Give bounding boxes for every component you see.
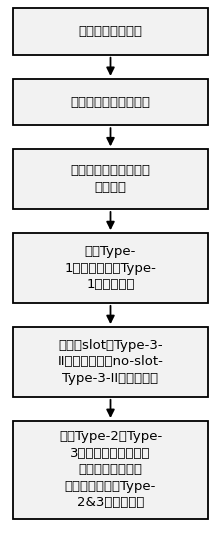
Bar: [13, 327, 208, 397]
Bar: [13, 421, 208, 519]
Text: 搜索Type-
1类型串，执行Type-
1串插入算法: 搜索Type- 1类型串，执行Type- 1串插入算法: [65, 245, 156, 291]
Bar: [13, 233, 208, 303]
Text: 计算得到缺失基因: 计算得到缺失基因: [78, 25, 143, 38]
Bar: [13, 149, 208, 209]
Text: 搜索Type-2、Type-
3类型串，处理矛盾公
共基因相关的公共
邻接关系，执行Type-
2&3串插入算法: 搜索Type-2、Type- 3类型串，处理矛盾公 共基因相关的公共 邻接关系，…: [59, 430, 162, 509]
Text: 对最大缺失基因串分类: 对最大缺失基因串分类: [70, 96, 151, 108]
Bar: [13, 8, 208, 55]
Text: 合并符合条件的最大缺
失基因串: 合并符合条件的最大缺 失基因串: [70, 164, 151, 194]
Bar: [13, 79, 208, 125]
Text: 搜索无slot的Type-3-
II类型串，执行no-slot-
Type-3-II串插入算法: 搜索无slot的Type-3- II类型串，执行no-slot- Type-3-…: [57, 339, 164, 385]
